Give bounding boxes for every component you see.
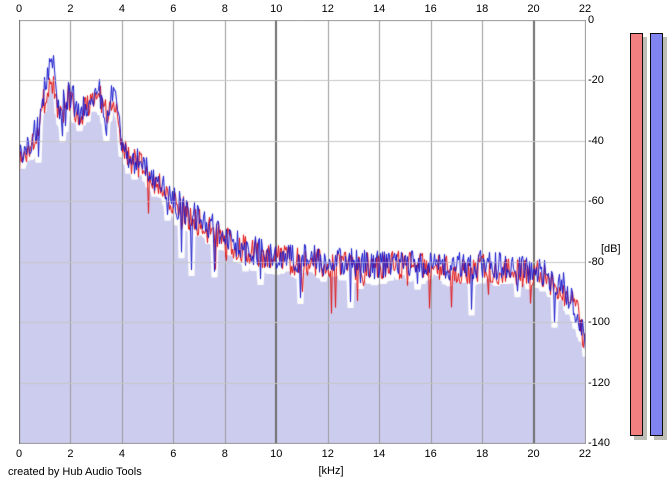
y-axis-tick: -140 [588,437,611,449]
y-axis-tick: -80 [588,255,604,268]
y-axis-unit-label: [dB] [601,243,621,255]
x-axis-tick-top: 10 [270,3,283,15]
x-axis-tick-bottom: 12 [321,448,334,460]
x-axis-tick-bottom: 0 [15,448,23,460]
y-axis-tick: -100 [588,316,611,329]
x-axis-tick-bottom: 20 [527,448,540,460]
y-axis-tick: -20 [588,74,604,87]
x-axis-tick-top: 6 [170,3,177,15]
x-axis-tick-top: 8 [221,3,228,15]
x-axis-tick-bottom: 10 [270,448,283,460]
x-axis-tick-top: 16 [424,3,437,15]
x-axis-unit-label: [kHz] [318,465,344,477]
x-axis-tick-top: 0 [15,3,23,15]
x-axis-tick-top: 14 [373,3,386,15]
x-axis-tick-bottom: 6 [170,448,177,460]
y-axis-tick: 0 [588,14,595,26]
status-bar-text: created by Hub Audio Tools [8,466,142,478]
x-axis-tick-bottom: 4 [118,448,125,460]
x-axis-tick-bottom: 2 [67,448,74,460]
x-axis-tick-top: 2 [67,3,74,15]
x-axis-tick-bottom: 18 [475,448,489,460]
x-axis-tick-top: 4 [118,3,125,15]
y-axis-tick: -40 [588,134,604,147]
right-channel-level-meter [650,33,663,436]
x-axis-tick-top: 22 [578,3,592,15]
spectrum-plot [19,20,586,444]
y-axis-tick: -60 [588,195,604,208]
y-axis-tick: -120 [588,376,611,389]
x-axis-tick-top: 18 [475,3,489,15]
x-axis-tick-bottom: 14 [373,448,386,460]
x-axis-tick-bottom: 8 [221,448,228,460]
x-axis-tick-bottom: 22 [578,448,592,460]
x-axis-tick-top: 20 [527,3,540,15]
left-channel-level-meter [630,33,643,436]
x-axis-tick-top: 12 [321,3,334,15]
x-axis-tick-bottom: 16 [424,448,437,460]
